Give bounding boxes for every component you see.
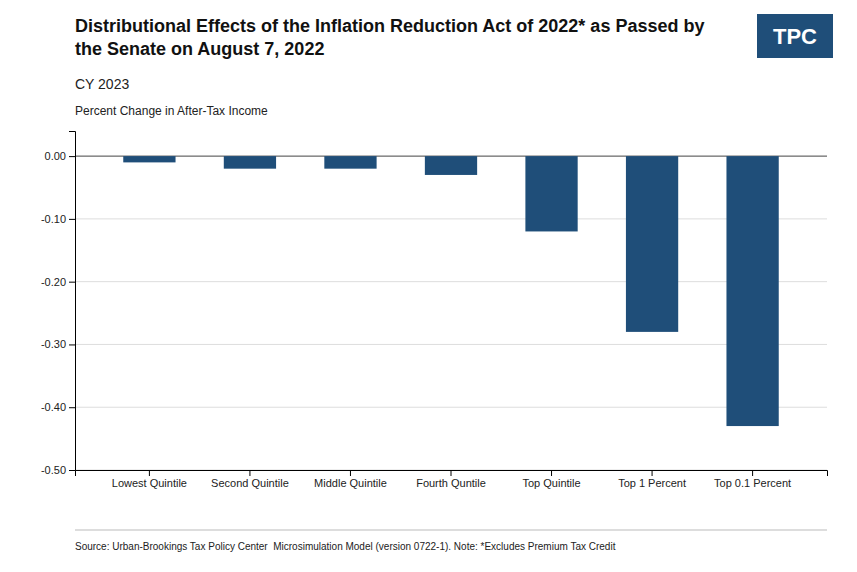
x-tick: Middle Quintile xyxy=(314,470,387,489)
x-tick-mark xyxy=(451,470,452,476)
y-tick: -0.50 xyxy=(41,464,75,476)
y-tick-mark xyxy=(69,219,75,220)
x-tick: Top 0.1 Percent xyxy=(714,470,791,489)
subtitle: CY 2023 xyxy=(75,76,129,92)
x-axis: Lowest Quintile Second Quintile Middle Qui… xyxy=(76,470,828,489)
x-tick: Top 1 Percent xyxy=(618,470,686,489)
x-tick: Second Quintile xyxy=(211,470,289,489)
bars xyxy=(123,156,778,426)
y-axis-line xyxy=(69,132,76,471)
y-tick-label: 0.00 xyxy=(45,150,66,162)
y-tick: 0.00 xyxy=(45,150,75,162)
bar xyxy=(525,156,577,231)
x-tick-mark xyxy=(752,470,753,476)
x-tick: Top Quintile xyxy=(522,470,580,489)
grid-line xyxy=(75,407,827,408)
logo: TPC xyxy=(757,14,833,58)
y-tick: -0.10 xyxy=(41,213,75,225)
y-tick-mark xyxy=(69,470,75,471)
y-tick-label: -0.30 xyxy=(41,338,66,350)
y-axis-title: Percent Change in After-Tax Income xyxy=(75,104,268,118)
bar xyxy=(324,156,376,169)
x-tick-label: Second Quintile xyxy=(211,477,289,489)
x-tick-mark xyxy=(652,470,653,476)
x-axis-line xyxy=(76,471,828,477)
grid-line xyxy=(75,281,827,282)
y-tick-mark xyxy=(69,156,75,157)
y-tick-label: -0.50 xyxy=(41,464,66,476)
logo-text: TPC xyxy=(773,24,817,49)
y-tick-mark xyxy=(69,344,75,345)
bar xyxy=(224,156,276,169)
y-tick-label: -0.10 xyxy=(41,213,66,225)
x-tick: Fourth Quntile xyxy=(416,470,486,489)
y-tick-label: -0.40 xyxy=(41,401,66,413)
x-tick-mark xyxy=(149,470,150,476)
bar xyxy=(626,156,678,332)
separator xyxy=(75,530,827,531)
x-tick-label: Lowest Quintile xyxy=(112,477,187,489)
x-tick-label: Top Quintile xyxy=(522,477,580,489)
chart: Distributional Effects of the Inflation … xyxy=(0,0,857,572)
y-tick-mark xyxy=(69,407,75,408)
logo-box xyxy=(757,14,833,58)
y-axis: 0.00 -0.10 -0.20 -0.30 -0.40 -0.50 xyxy=(41,132,76,477)
grid-line xyxy=(75,344,827,345)
x-tick-label: Top 1 Percent xyxy=(618,477,686,489)
x-tick-label: Top 0.1 Percent xyxy=(714,477,791,489)
x-tick-mark xyxy=(551,470,552,476)
y-tick-mark xyxy=(69,282,75,283)
title: Distributional Effects of the Inflation … xyxy=(75,16,704,59)
x-tick-label: Fourth Quntile xyxy=(416,477,486,489)
x-tick-mark xyxy=(249,470,250,476)
grid xyxy=(75,156,827,470)
bar xyxy=(726,156,778,426)
x-tick: Lowest Quintile xyxy=(112,470,187,489)
bar xyxy=(123,156,175,162)
y-tick: -0.40 xyxy=(41,401,75,413)
x-tick-label: Middle Quintile xyxy=(314,477,387,489)
source-note: Source: Urban-Brookings Tax Policy Cente… xyxy=(75,541,616,552)
x-tick-mark xyxy=(350,470,351,476)
y-tick: -0.20 xyxy=(41,276,75,288)
bar xyxy=(425,156,477,175)
y-tick-label: -0.20 xyxy=(41,276,66,288)
grid-line xyxy=(75,218,827,219)
y-tick: -0.30 xyxy=(41,338,75,350)
